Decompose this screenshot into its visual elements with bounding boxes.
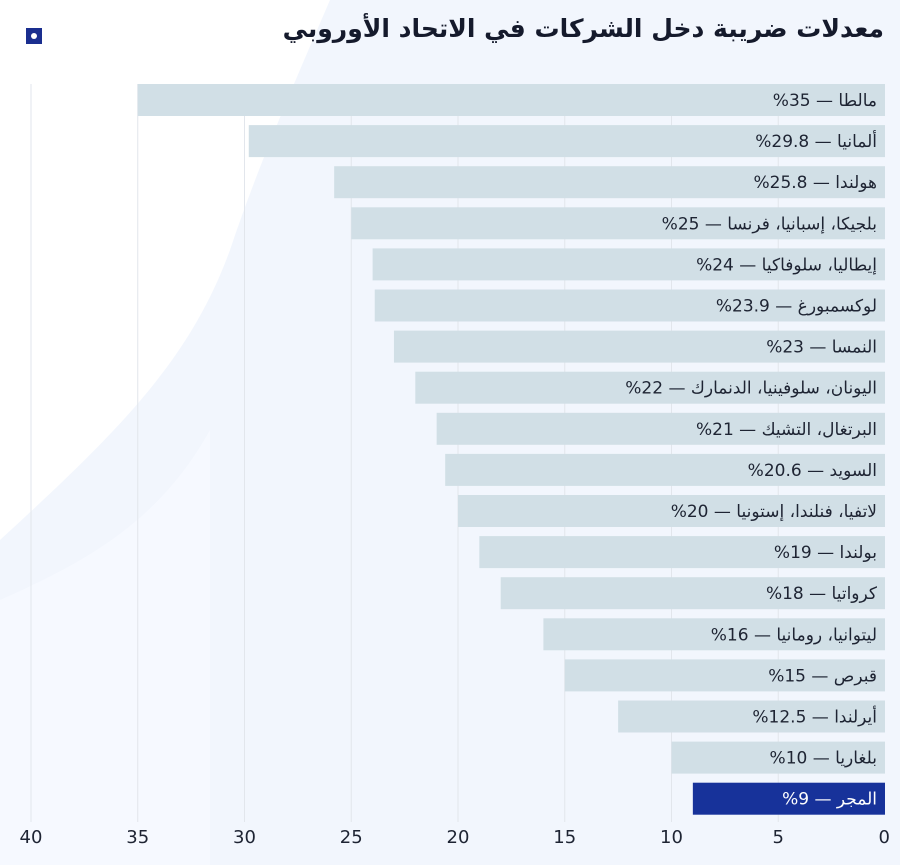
bar-label: بلجيكا، إسبانيا، فرنسا — 25% [662,214,877,234]
bar [479,536,885,569]
bar [436,412,885,445]
x-tick-label: 40 [20,827,43,848]
bar-highlighted [692,782,885,815]
bar [500,577,885,610]
bar-labels: مالطا — 35% ألمانيا — 29.8% هولندا — 25.8%… [625,91,878,810]
x-tick-label: 0 [879,827,890,848]
bar-label: السويد — 20.6% [748,461,877,481]
background-tint-soft [0,430,210,865]
x-tick-label: 30 [233,827,256,848]
bar-label: بلغاريا — 10% [770,749,877,769]
bar-label: لوكسمبورغ — 23.9% [716,297,877,317]
bar [564,659,885,692]
x-tick-label: 5 [773,827,784,848]
bar [137,84,885,116]
bar-label: قبرص — 15% [768,666,877,686]
bar [334,166,885,199]
bar [618,700,885,733]
bar [372,248,886,281]
x-tick-label: 35 [126,827,149,848]
bar-label: لاتفيا، فنلندا، إستونيا — 20% [671,502,877,522]
x-tick-label: 25 [340,827,363,848]
chart-title: معدلات ضريبة دخل الشركات في الاتحاد الأو… [282,14,884,43]
bar-label: البرتغال، التشيك — 21% [696,420,877,440]
bar-label: ليتوانيا، رومانيا — 16% [711,625,877,645]
bar [671,741,885,774]
bar-label: ألمانيا — 29.8% [755,130,877,152]
bar-label: المجر — 9% [782,790,877,810]
bar-label: النمسا — 23% [766,338,877,358]
bar-label: هولندا — 25.8% [753,173,877,193]
bar-label: بولندا — 19% [774,543,877,563]
grid-lines [30,84,779,822]
x-tick-label: 20 [447,827,470,848]
bar [351,207,885,240]
square-marker-icon [26,28,42,44]
bar-label: مالطا — 35% [773,91,877,111]
bars [137,84,886,815]
bar [445,453,885,486]
x-axis-ticks: 0 5 10 15 20 25 30 35 40 [20,827,890,848]
bar-label: إيطاليا، سلوفاكيا — 24% [696,255,877,275]
x-tick-label: 10 [660,827,683,848]
bar [415,371,885,404]
bar-label: كرواتيا — 18% [766,584,878,604]
bar [248,125,885,158]
x-tick-label: 15 [553,827,576,848]
bar [393,330,885,363]
bar-label: أيرلندا — 12.5% [752,706,877,728]
bar [374,289,885,322]
bar [458,495,885,527]
bar [543,618,885,651]
bar-label: اليونان، سلوفينيا، الدنمارك — 22% [625,379,877,399]
